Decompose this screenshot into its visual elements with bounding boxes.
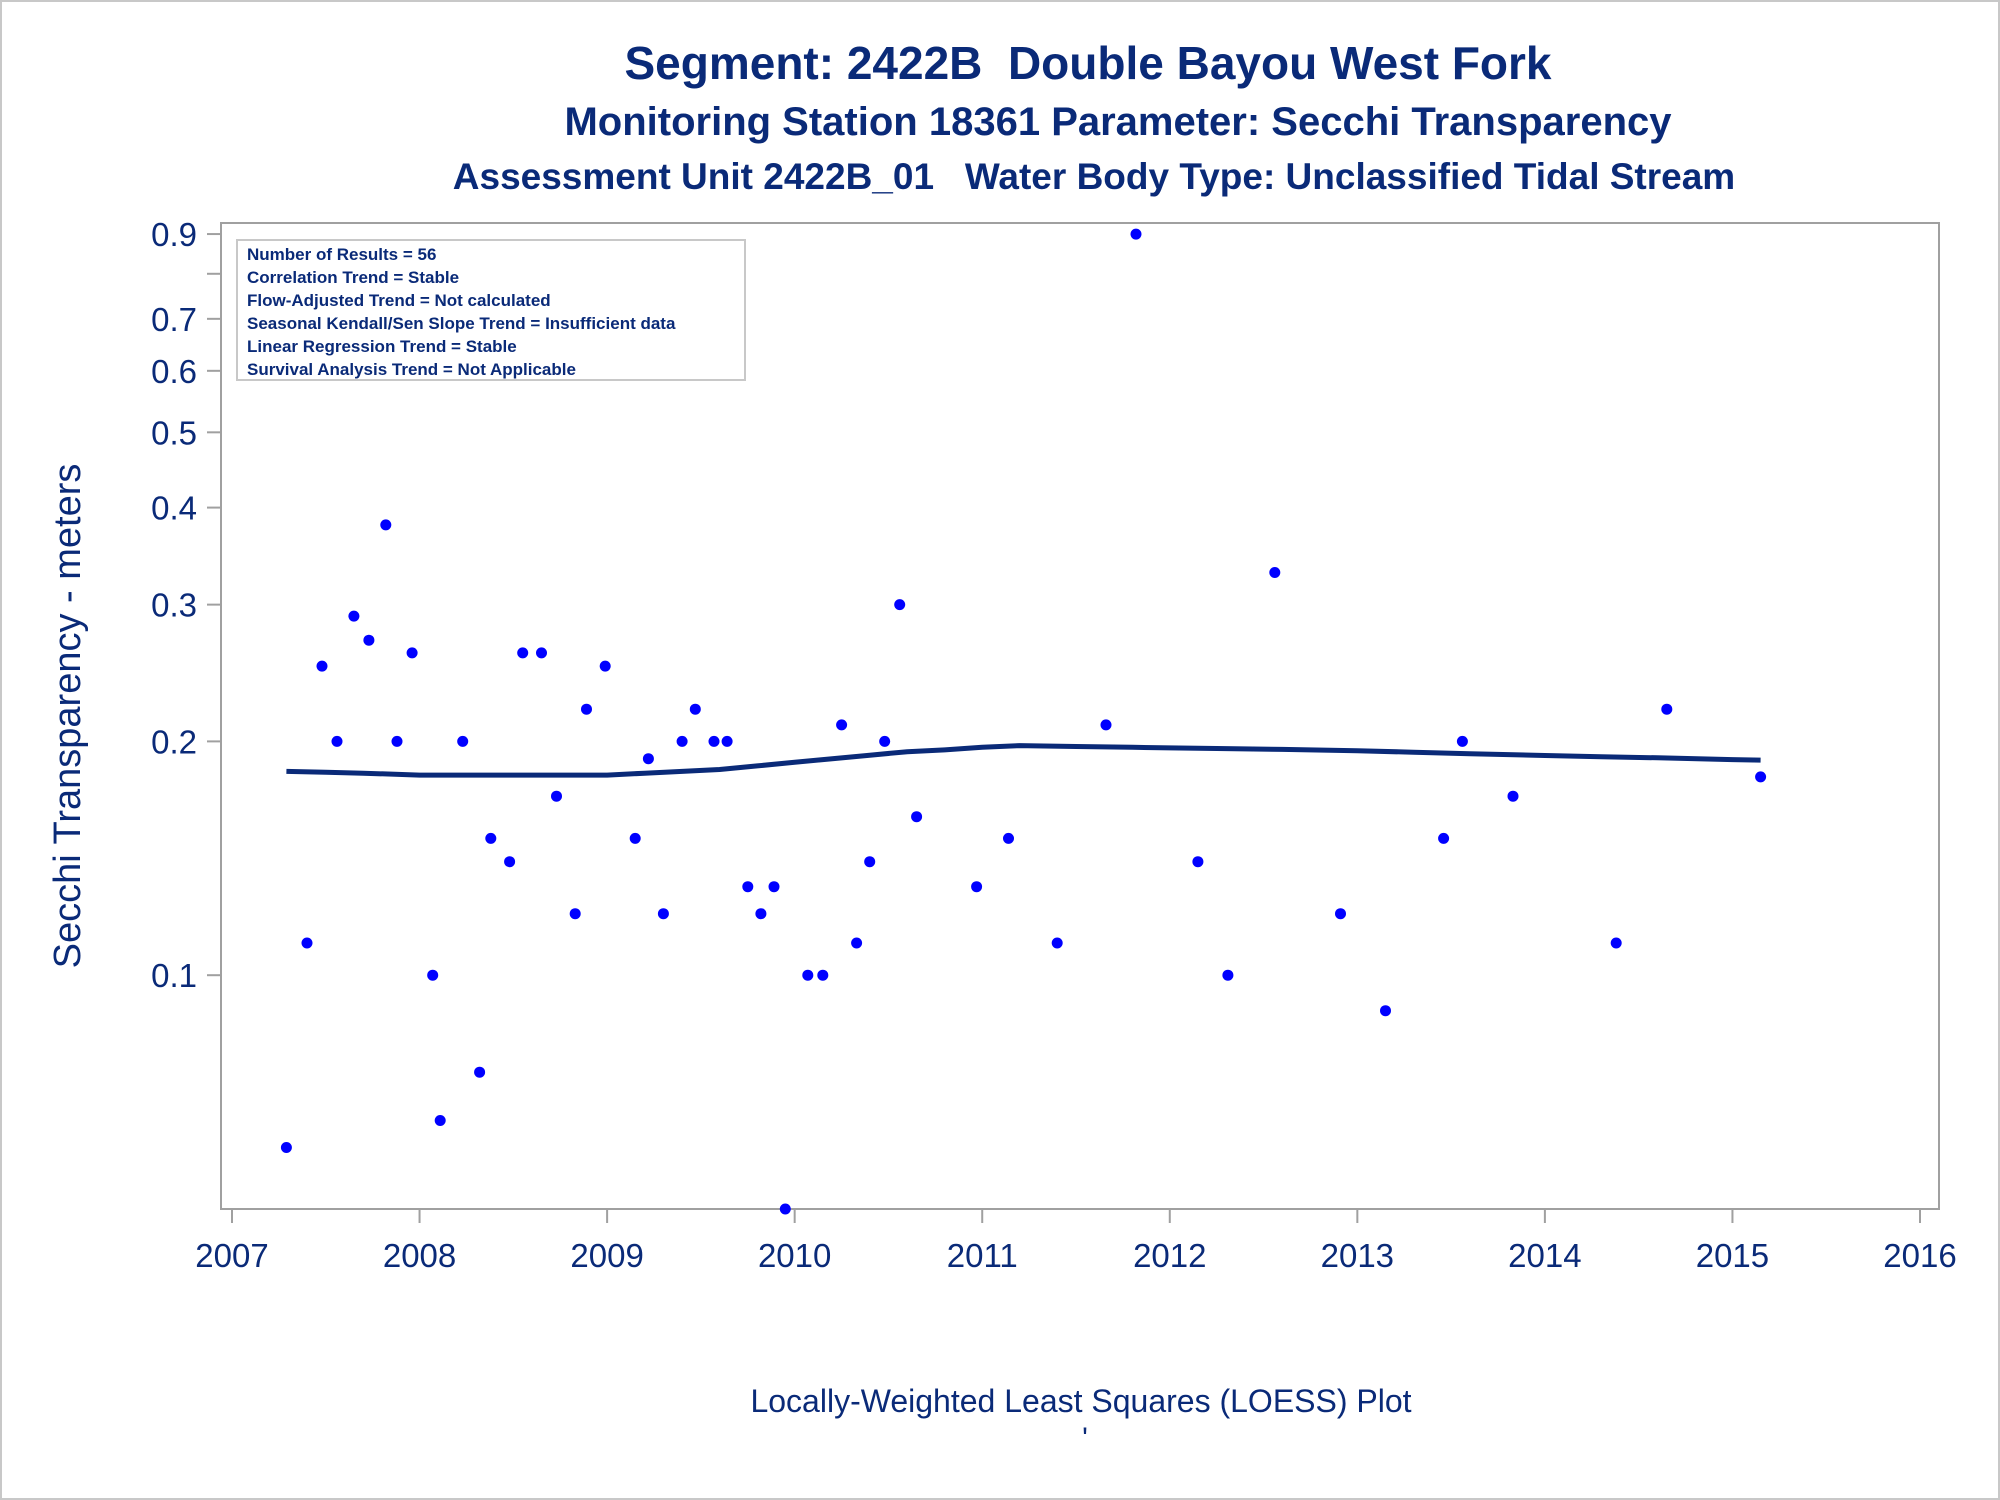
data-point — [316, 660, 328, 672]
y-tick-label: 0.7 — [151, 301, 197, 338]
data-point — [911, 811, 923, 823]
x-tick-label: 2013 — [1321, 1237, 1394, 1274]
plot-area — [220, 222, 1940, 1210]
x-tick-label: 2007 — [195, 1237, 268, 1274]
data-point — [802, 969, 814, 981]
data-point — [457, 735, 469, 747]
data-point — [1100, 719, 1112, 731]
data-point — [629, 832, 641, 844]
y-tick-label: 0.9 — [151, 216, 197, 253]
data-point — [517, 647, 529, 659]
trend-stats-box: Number of Results = 56 Correlation Trend … — [236, 239, 746, 381]
x-tick-label: 2015 — [1696, 1237, 1769, 1274]
data-point — [331, 735, 343, 747]
data-point — [817, 969, 829, 981]
data-point — [1269, 567, 1281, 578]
data-point — [1003, 832, 1014, 844]
data-point — [742, 881, 754, 893]
data-point — [536, 647, 547, 659]
data-point — [1507, 790, 1519, 802]
data-point — [363, 634, 375, 646]
data-point — [504, 856, 516, 868]
x-tick-label: 2012 — [1133, 1237, 1206, 1274]
chart-title: Segment: 2422B Double Bayou West Fork — [624, 37, 1552, 89]
data-point — [301, 937, 313, 949]
loess-line — [286, 743, 1761, 778]
data-point — [1335, 908, 1346, 920]
y-tick-label: 0.6 — [151, 353, 197, 390]
data-point — [1192, 856, 1204, 868]
data-point — [280, 1142, 292, 1153]
x-tick-label: 2011 — [947, 1237, 1018, 1274]
x-axis-label: Locally-Weighted Least Squares (LOESS) P… — [750, 1383, 1411, 1419]
data-point — [894, 599, 906, 611]
data-point — [689, 703, 701, 715]
data-point — [406, 647, 418, 659]
stats-line: Flow-Adjusted Trend = Not calculated — [247, 291, 551, 310]
data-point — [768, 881, 780, 893]
data-point — [1610, 937, 1622, 949]
data-point — [657, 908, 669, 920]
y-tick-label: 0.4 — [151, 490, 197, 527]
data-point — [708, 735, 720, 747]
data-point — [676, 735, 688, 747]
data-point — [1456, 735, 1468, 747]
data-point — [1130, 228, 1142, 240]
data-point — [348, 610, 360, 622]
y-tick-label: 0.2 — [151, 723, 197, 760]
y-tick-label: 0.1 — [151, 957, 197, 994]
data-point — [380, 519, 392, 531]
data-point — [485, 832, 497, 844]
data-point — [1438, 832, 1450, 844]
data-point — [836, 719, 848, 731]
data-point — [851, 937, 863, 949]
stats-line: Seasonal Kendall/Sen Slope Trend = Insuf… — [247, 314, 676, 333]
data-point — [864, 856, 876, 868]
data-point — [474, 1066, 486, 1078]
loess-line-series — [286, 743, 1761, 778]
data-point — [1661, 703, 1673, 715]
footer-note: ' — [1082, 1422, 1088, 1455]
stats-line: Correlation Trend = Stable — [247, 268, 459, 287]
stats-line: Number of Results = 56 — [247, 245, 436, 264]
data-point — [779, 1203, 791, 1215]
data-point — [581, 703, 592, 715]
data-point — [551, 790, 562, 802]
y-tick-label: 0.5 — [151, 414, 197, 451]
y-axis-label: Secchi Transparency - meters — [47, 464, 89, 969]
stats-line: Linear Regression Trend = Stable — [247, 337, 517, 356]
data-point — [391, 735, 403, 747]
x-tick-label: 2010 — [758, 1237, 831, 1274]
data-point — [427, 969, 439, 981]
x-tick-label: 2014 — [1508, 1237, 1581, 1274]
data-point — [1755, 771, 1767, 783]
data-point — [1222, 969, 1234, 981]
scatter-series — [280, 228, 1767, 1215]
x-tick-label: 2009 — [570, 1237, 643, 1274]
y-tick-label: 0.3 — [151, 587, 197, 624]
data-point — [642, 753, 654, 765]
x-axis: 2007 2008 2009 2010 2011 2012 2013 2014 2015 2016 — [195, 1209, 1957, 1274]
x-tick-label: 2016 — [1883, 1237, 1956, 1274]
data-point — [434, 1115, 446, 1126]
data-point — [599, 660, 611, 672]
data-point — [1380, 1005, 1391, 1017]
y-axis: 0.1 0.2 0.3 0.4 0.5 0.6 0.7 0.9 — [151, 216, 221, 994]
chart-subtitle-2: Assessment Unit 2422B_01 Water Body Type… — [452, 156, 1736, 197]
data-point — [721, 735, 733, 747]
data-point — [755, 908, 767, 920]
data-point — [1051, 937, 1063, 949]
x-tick-label: 2008 — [383, 1237, 456, 1274]
data-point — [879, 735, 891, 747]
stats-line: Survival Analysis Trend = Not Applicable — [247, 360, 576, 379]
data-point — [971, 881, 983, 893]
data-point — [569, 908, 581, 920]
stats-box-border — [236, 239, 746, 381]
chart-subtitle: Monitoring Station 18361 Parameter: Secc… — [564, 100, 1672, 144]
